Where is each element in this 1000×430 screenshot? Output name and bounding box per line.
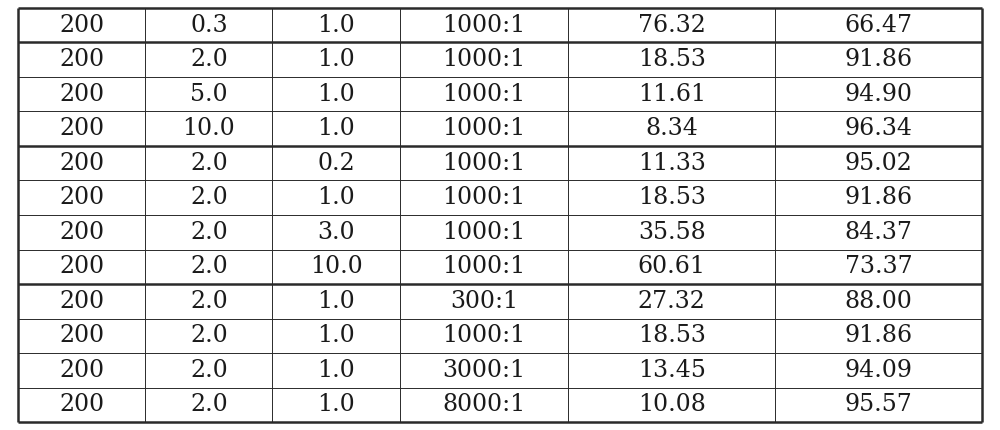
Text: 200: 200 — [59, 290, 104, 313]
Text: 96.34: 96.34 — [845, 117, 913, 140]
Text: 60.61: 60.61 — [638, 255, 706, 278]
Text: 1000:1: 1000:1 — [442, 255, 526, 278]
Text: 300:1: 300:1 — [450, 290, 518, 313]
Text: 0.2: 0.2 — [317, 152, 355, 175]
Text: 2.0: 2.0 — [190, 359, 228, 382]
Text: 2.0: 2.0 — [190, 324, 228, 347]
Text: 1.0: 1.0 — [317, 48, 355, 71]
Text: 1000:1: 1000:1 — [442, 13, 526, 37]
Text: 13.45: 13.45 — [638, 359, 706, 382]
Text: 200: 200 — [59, 13, 104, 37]
Text: 18.53: 18.53 — [638, 48, 706, 71]
Text: 1.0: 1.0 — [317, 186, 355, 209]
Text: 10.0: 10.0 — [182, 117, 235, 140]
Text: 1.0: 1.0 — [317, 13, 355, 37]
Text: 1.0: 1.0 — [317, 393, 355, 417]
Text: 200: 200 — [59, 186, 104, 209]
Text: 3000:1: 3000:1 — [443, 359, 526, 382]
Text: 91.86: 91.86 — [845, 186, 913, 209]
Text: 95.02: 95.02 — [845, 152, 913, 175]
Text: 94.09: 94.09 — [845, 359, 913, 382]
Text: 95.57: 95.57 — [845, 393, 912, 417]
Text: 200: 200 — [59, 255, 104, 278]
Text: 2.0: 2.0 — [190, 255, 228, 278]
Text: 200: 200 — [59, 221, 104, 244]
Text: 2.0: 2.0 — [190, 393, 228, 417]
Text: 8000:1: 8000:1 — [442, 393, 526, 417]
Text: 0.3: 0.3 — [190, 13, 228, 37]
Text: 35.58: 35.58 — [638, 221, 706, 244]
Text: 1000:1: 1000:1 — [442, 152, 526, 175]
Text: 1000:1: 1000:1 — [442, 186, 526, 209]
Text: 88.00: 88.00 — [845, 290, 913, 313]
Text: 2.0: 2.0 — [190, 221, 228, 244]
Text: 1.0: 1.0 — [317, 117, 355, 140]
Text: 1.0: 1.0 — [317, 359, 355, 382]
Text: 200: 200 — [59, 117, 104, 140]
Text: 3.0: 3.0 — [317, 221, 355, 244]
Text: 73.37: 73.37 — [845, 255, 912, 278]
Text: 91.86: 91.86 — [845, 48, 913, 71]
Text: 94.90: 94.90 — [845, 83, 913, 106]
Text: 8.34: 8.34 — [645, 117, 698, 140]
Text: 200: 200 — [59, 48, 104, 71]
Text: 27.32: 27.32 — [638, 290, 706, 313]
Text: 2.0: 2.0 — [190, 48, 228, 71]
Text: 1000:1: 1000:1 — [442, 48, 526, 71]
Text: 1000:1: 1000:1 — [442, 117, 526, 140]
Text: 66.47: 66.47 — [845, 13, 913, 37]
Text: 200: 200 — [59, 83, 104, 106]
Text: 76.32: 76.32 — [638, 13, 706, 37]
Text: 10.08: 10.08 — [638, 393, 706, 417]
Text: 11.33: 11.33 — [638, 152, 706, 175]
Text: 18.53: 18.53 — [638, 324, 706, 347]
Text: 2.0: 2.0 — [190, 186, 228, 209]
Text: 1000:1: 1000:1 — [442, 221, 526, 244]
Text: 200: 200 — [59, 324, 104, 347]
Text: 2.0: 2.0 — [190, 290, 228, 313]
Text: 10.0: 10.0 — [310, 255, 362, 278]
Text: 18.53: 18.53 — [638, 186, 706, 209]
Text: 11.61: 11.61 — [638, 83, 706, 106]
Text: 1.0: 1.0 — [317, 83, 355, 106]
Text: 200: 200 — [59, 152, 104, 175]
Text: 1.0: 1.0 — [317, 290, 355, 313]
Text: 200: 200 — [59, 393, 104, 417]
Text: 200: 200 — [59, 359, 104, 382]
Text: 2.0: 2.0 — [190, 152, 228, 175]
Text: 91.86: 91.86 — [845, 324, 913, 347]
Text: 1.0: 1.0 — [317, 324, 355, 347]
Text: 1000:1: 1000:1 — [442, 324, 526, 347]
Text: 5.0: 5.0 — [190, 83, 228, 106]
Text: 84.37: 84.37 — [845, 221, 913, 244]
Text: 1000:1: 1000:1 — [442, 83, 526, 106]
